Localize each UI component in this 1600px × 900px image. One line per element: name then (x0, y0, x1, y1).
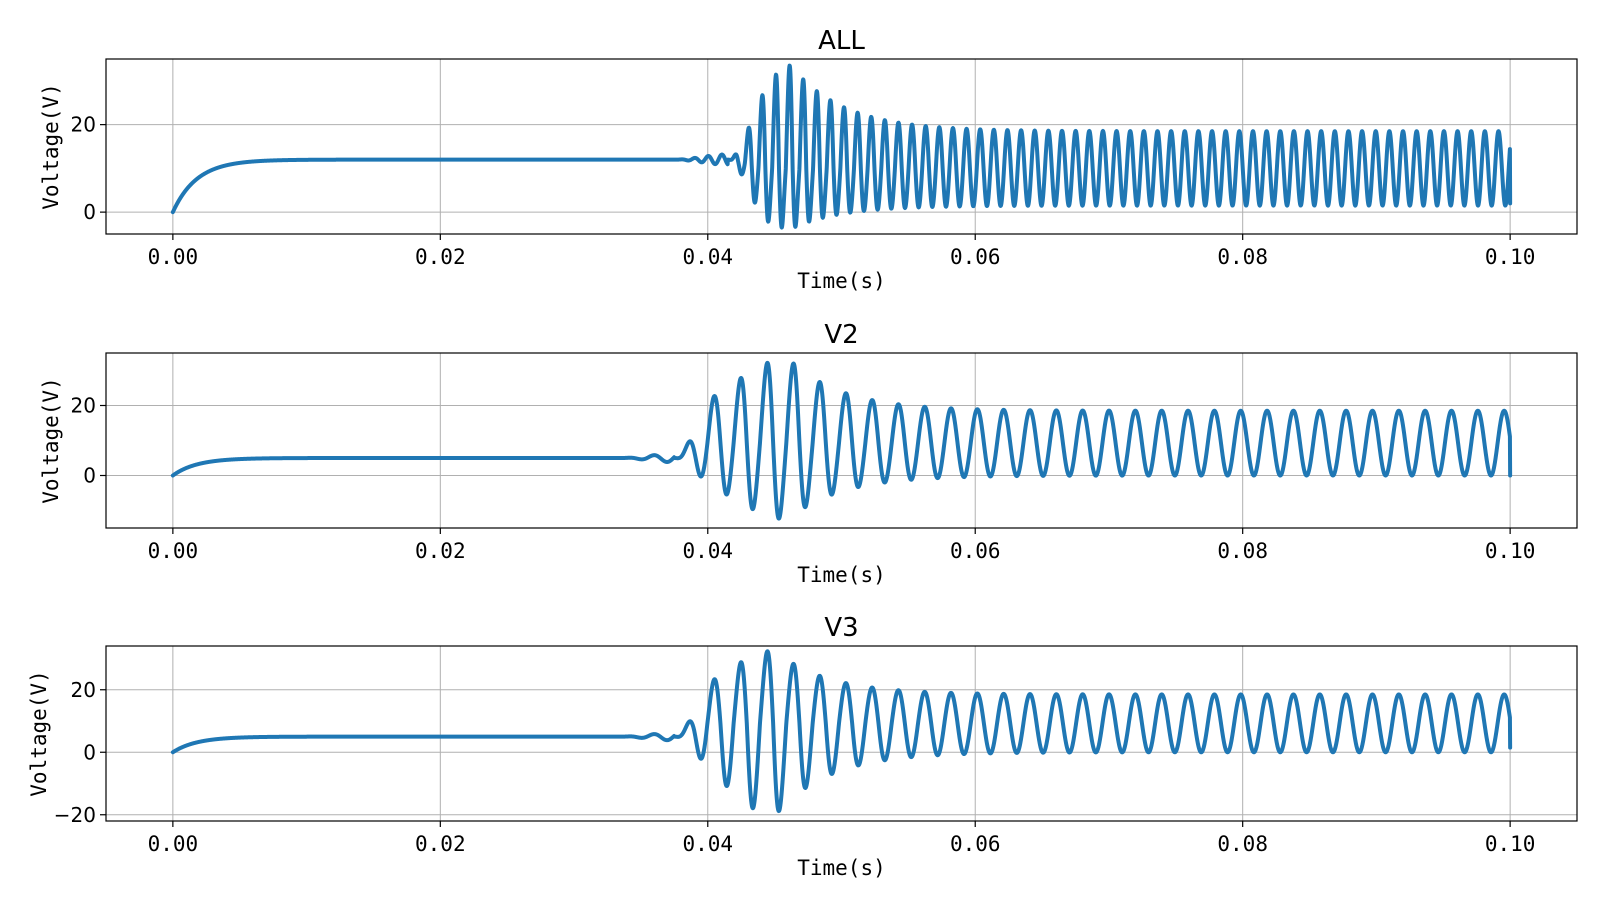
y-tick-label: −20 (54, 803, 96, 827)
x-tick-label: 0.06 (950, 832, 1001, 856)
x-tick-label: 0.02 (415, 832, 466, 856)
y-tick-label: 0 (83, 200, 96, 224)
y-axis-label: Voltage(V) (39, 377, 63, 503)
subplot-3: 0.00 0.02 0.04 0.06 0.08 0.10 −20 0 20 V3 Time(s) V… (27, 613, 1578, 880)
axes-frame (105, 645, 1578, 822)
x-tick-label: 0.06 (950, 245, 1001, 269)
x-tick-label: 0.02 (415, 539, 466, 563)
x-tick-label: 0.10 (1485, 832, 1536, 856)
y-axis-label: Voltage(V) (27, 670, 51, 796)
x-tick-label: 0.08 (1217, 245, 1268, 269)
y-tick-label: 0 (83, 740, 96, 764)
x-tick-label: 0.10 (1485, 245, 1536, 269)
y-tick-label: 20 (71, 113, 96, 137)
x-axis-label: Time(s) (797, 563, 886, 587)
x-tick-label: 0.00 (148, 245, 199, 269)
x-tick-label: 0.04 (682, 539, 733, 563)
subplot-1: 0.00 0.02 0.04 0.06 0.08 0.10 0 20 ALL Time(s) Vol… (39, 26, 1578, 293)
axes-frame (105, 352, 1578, 529)
series-line-3 (170, 649, 1513, 814)
x-tick-label: 0.00 (148, 832, 199, 856)
x-tick-label: 0.10 (1485, 539, 1536, 563)
subplot-title: V2 (824, 320, 858, 350)
x-tick-label: 0.00 (148, 539, 199, 563)
subplot-title: ALL (818, 26, 865, 56)
x-tick-label: 0.02 (415, 245, 466, 269)
x-axis-label: Time(s) (797, 269, 886, 293)
y-axis-label: Voltage(V) (39, 83, 63, 209)
x-tick-label: 0.04 (682, 245, 733, 269)
y-tick-label: 20 (71, 394, 96, 418)
series-line-2 (170, 360, 1513, 521)
x-tick-label: 0.08 (1217, 539, 1268, 563)
x-tick-label: 0.06 (950, 539, 1001, 563)
x-axis-label: Time(s) (797, 856, 886, 880)
subplot-title: V3 (824, 613, 858, 643)
x-tick-label: 0.08 (1217, 832, 1268, 856)
series-line-1 (170, 63, 1513, 230)
y-tick-label: 20 (71, 678, 96, 702)
subplot-2: 0.00 0.02 0.04 0.06 0.08 0.10 0 20 V2 Time(s) Volt… (39, 320, 1578, 587)
y-tick-label: 0 (83, 464, 96, 488)
x-tick-label: 0.04 (682, 832, 733, 856)
axes-frame (105, 58, 1578, 235)
